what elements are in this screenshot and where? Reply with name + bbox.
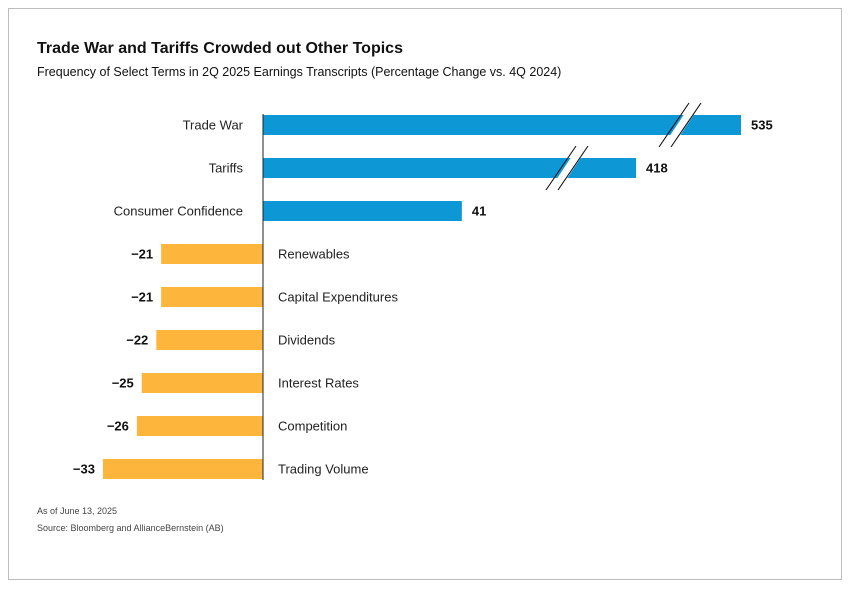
value-label-competition: −26 (107, 419, 129, 434)
category-label-capital-expenditures: Capital Expenditures (278, 290, 398, 305)
axis-break-gap-tariffs (556, 156, 582, 180)
bar-renewables (161, 244, 263, 264)
chart-title: Trade War and Tariffs Crowded out Other … (37, 40, 403, 57)
bar-dividends (156, 330, 263, 350)
axis-break-gap-trade-war (669, 113, 695, 137)
value-label-capital-expenditures: −21 (131, 290, 153, 305)
bar-consumer-confidence (263, 201, 462, 221)
value-label-trading-volume: −33 (73, 462, 95, 477)
axis-break-slash-tariffs-2 (557, 145, 589, 191)
category-label-trading-volume: Trading Volume (278, 462, 369, 477)
category-label-competition: Competition (278, 419, 347, 434)
value-label-renewables: −21 (131, 247, 153, 262)
source-note: Source: Bloomberg and AllianceBernstein … (37, 523, 224, 533)
chart-subtitle: Frequency of Select Terms in 2Q 2025 Ear… (37, 65, 562, 79)
axis-break-slash-trade-war-1 (658, 102, 690, 148)
category-label-consumer-confidence: Consumer Confidence (114, 204, 243, 219)
bar-tariffs (263, 158, 636, 178)
value-label-consumer-confidence: 41 (472, 204, 486, 219)
value-label-trade-war: 535 (751, 118, 773, 133)
axis-break-slash-tariffs-1 (545, 145, 577, 191)
bar-competition (136, 416, 263, 436)
value-label-tariffs: 418 (646, 161, 668, 176)
as-of-note: As of June 13, 2025 (37, 506, 118, 516)
category-label-trade-war: Trade War (183, 118, 244, 133)
category-label-renewables: Renewables (278, 247, 350, 262)
value-label-interest-rates: −25 (112, 376, 134, 391)
bar-trade-war (263, 115, 741, 135)
value-label-dividends: −22 (126, 333, 148, 348)
chart-frame (8, 8, 842, 580)
category-label-dividends: Dividends (278, 333, 336, 348)
bar-interest-rates (141, 373, 263, 393)
bar-trading-volume (102, 459, 263, 479)
category-label-tariffs: Tariffs (209, 161, 244, 176)
bar-capital-expenditures (161, 287, 263, 307)
axis-break-slash-trade-war-2 (670, 102, 702, 148)
category-label-interest-rates: Interest Rates (278, 376, 359, 391)
